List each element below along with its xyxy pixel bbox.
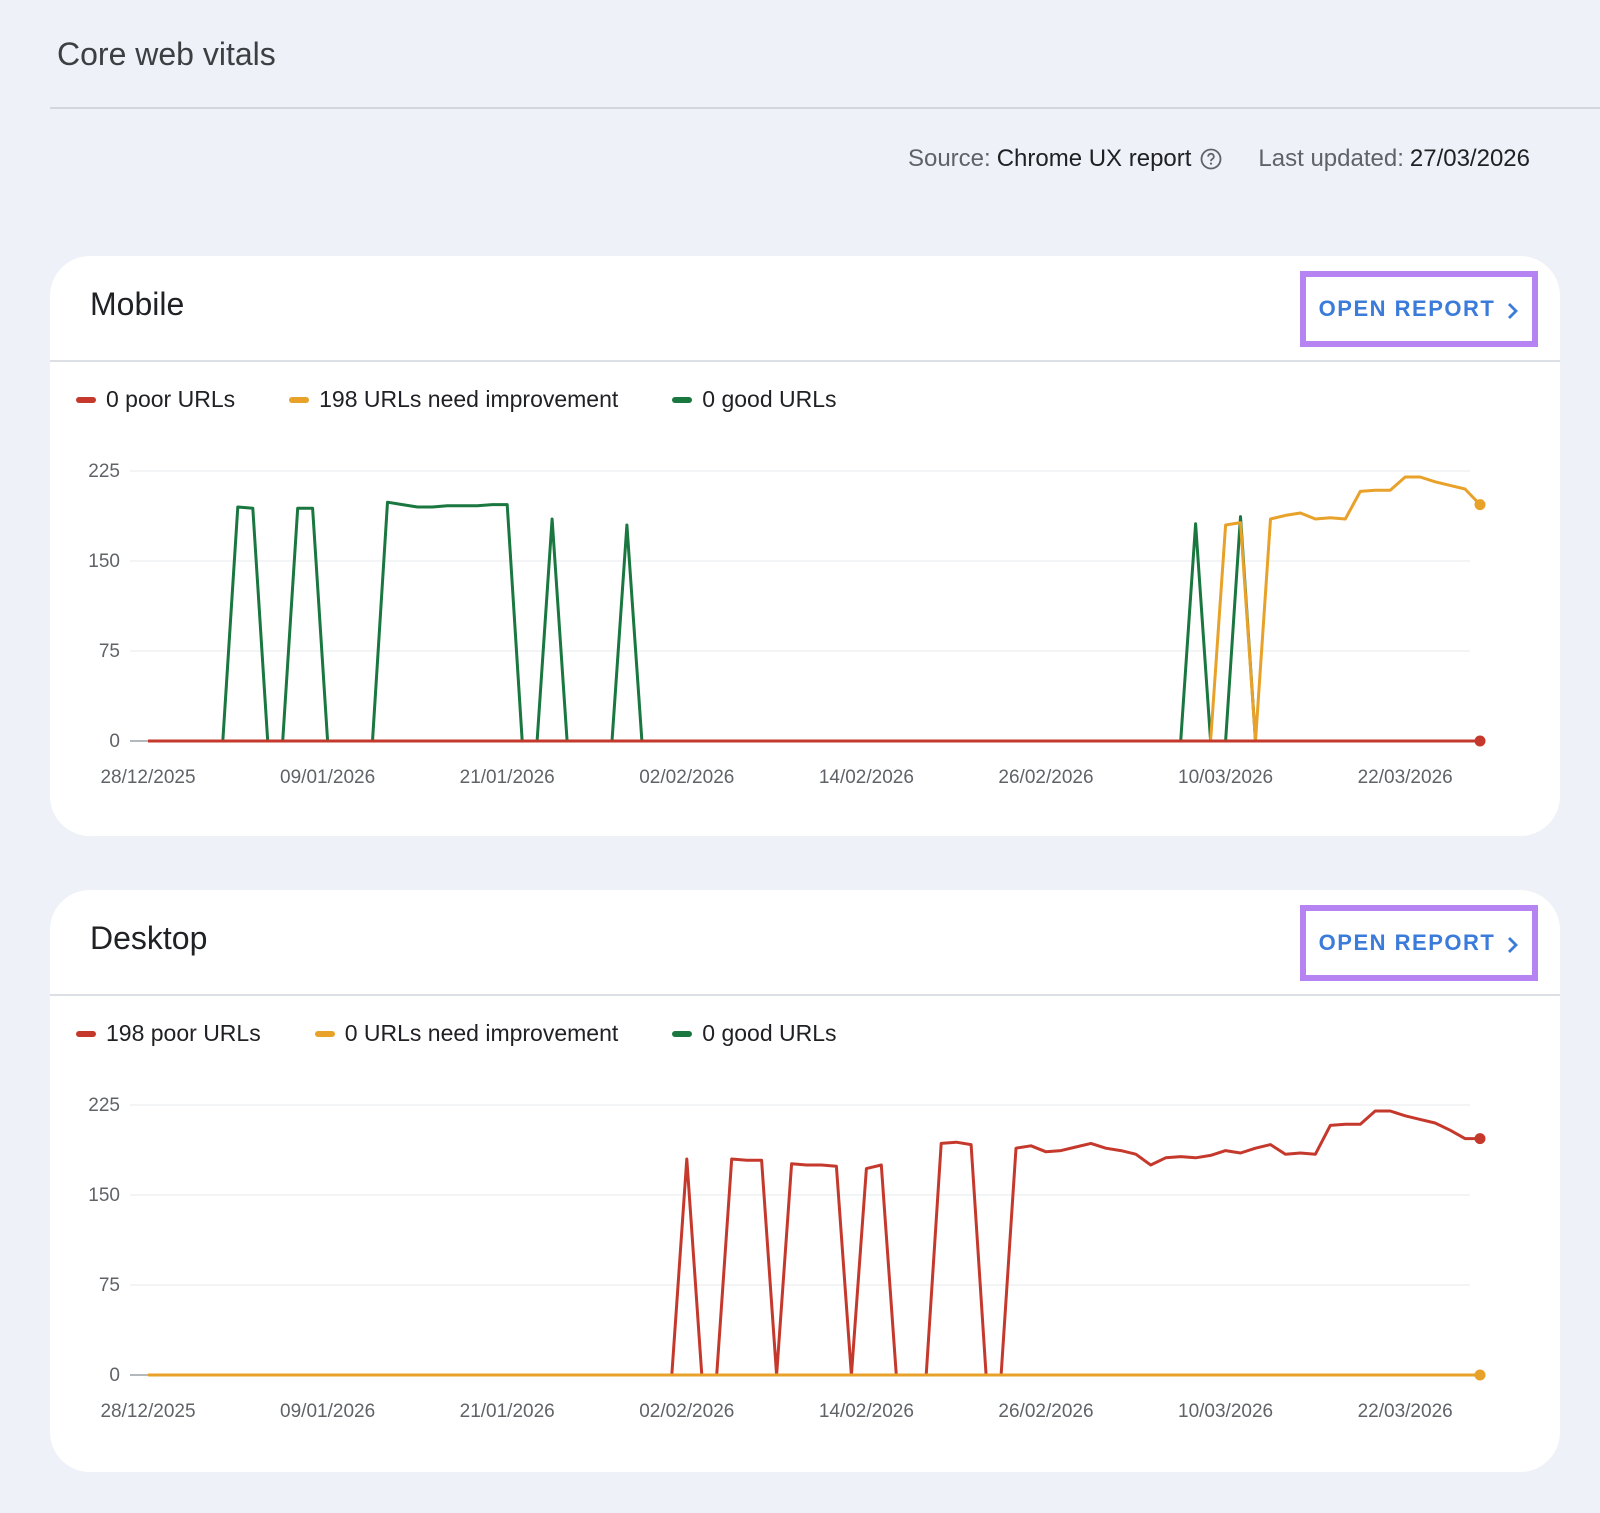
legend-label-poor: 198 poor URLs (106, 1020, 261, 1046)
series-end-point-poor (1474, 735, 1486, 747)
legend-swatch-good (672, 396, 693, 403)
open-report-label: OPEN REPORT (1318, 930, 1496, 955)
help-icon[interactable] (1200, 148, 1222, 170)
legend-item-poor[interactable]: 198 poor URLs (76, 1020, 261, 1047)
card-title-mobile: Mobile (90, 286, 185, 322)
open-report-button-desktop[interactable]: OPEN REPORT (1300, 905, 1538, 981)
y-tick-label: 225 (88, 1095, 120, 1116)
x-tick-label: 10/03/2026 (1178, 1401, 1273, 1422)
series-end-point-needs-improvement (1474, 499, 1486, 511)
x-tick-label: 26/02/2026 (998, 1401, 1093, 1422)
legend-mobile: 0 poor URLs 198 URLs need improvement 0 … (76, 386, 891, 413)
legend-label-good: 0 good URLs (702, 386, 837, 412)
y-tick-label: 0 (109, 731, 120, 752)
x-tick-label: 09/01/2026 (280, 1401, 375, 1422)
chevron-right-icon (1507, 300, 1519, 319)
desktop-chart: 0 75 150 225 28/12/2025 09/01/2026 21/01/2026 0… (88, 1095, 1486, 1422)
legend-label-needs-improvement: 198 URLs need improvement (319, 386, 619, 412)
x-tick-label: 22/03/2026 (1358, 1401, 1453, 1422)
card-divider (50, 994, 1560, 996)
legend-label-poor: 0 poor URLs (106, 386, 236, 412)
desktop-card: Desktop OPEN REPORT 198 poor URLs 0 URLs… (50, 890, 1560, 1472)
series-line-good (148, 500, 1480, 743)
series-line-needs-improvement (148, 475, 1482, 743)
x-tick-label: 21/01/2026 (460, 767, 555, 788)
x-tick-label: 21/01/2026 (460, 1401, 555, 1422)
chevron-right-icon (1507, 934, 1519, 953)
page-title: Core web vitals (57, 36, 276, 72)
x-tick-label: 28/12/2025 (100, 1401, 195, 1422)
updated-value: 27/03/2026 (1409, 145, 1530, 172)
x-tick-label: 02/02/2026 (639, 767, 734, 788)
mobile-chart: 0 75 150 225 28/12/2025 09/01/2026 21/01/2026 0… (88, 461, 1486, 788)
legend-item-good[interactable]: 0 good URLs (672, 1020, 837, 1047)
open-report-button-mobile[interactable]: OPEN REPORT (1300, 271, 1538, 347)
legend-item-needs-improvement[interactable]: 0 URLs need improvement (314, 1020, 619, 1047)
x-tick-label: 10/03/2026 (1178, 767, 1273, 788)
legend-item-poor[interactable]: 0 poor URLs (76, 386, 235, 413)
legend-item-good[interactable]: 0 good URLs (672, 386, 837, 413)
mobile-card: Mobile OPEN REPORT 0 poor URLs 198 URLs … (50, 256, 1560, 836)
legend-swatch-good (672, 1030, 693, 1037)
x-tick-label: 14/02/2026 (819, 767, 914, 788)
series-end-point-needs-improvement (1474, 1369, 1486, 1381)
x-tick-label: 14/02/2026 (819, 1401, 914, 1422)
y-tick-label: 75 (99, 641, 120, 662)
x-tick-label: 22/03/2026 (1358, 767, 1453, 788)
legend-item-needs-improvement[interactable]: 198 URLs need improvement (289, 386, 618, 413)
series-end-point-poor (1474, 1133, 1486, 1145)
card-title-desktop: Desktop (90, 920, 208, 956)
x-tick-label: 26/02/2026 (998, 767, 1093, 788)
legend-swatch-poor (76, 1030, 96, 1037)
source-value: Chrome UX report (996, 145, 1192, 172)
y-tick-label: 225 (88, 461, 120, 482)
y-tick-label: 150 (88, 1185, 120, 1206)
y-tick-label: 75 (99, 1275, 120, 1296)
legend-swatch-needs-improvement (314, 1030, 335, 1037)
title-divider (50, 107, 1600, 109)
updated-label: Last updated: (1258, 145, 1404, 172)
legend-label-good: 0 good URLs (702, 1020, 837, 1046)
open-report-label: OPEN REPORT (1318, 296, 1496, 321)
x-tick-label: 02/02/2026 (639, 1401, 734, 1422)
card-divider (50, 360, 1560, 362)
x-tick-label: 09/01/2026 (280, 767, 375, 788)
source-label: Source: (907, 145, 991, 172)
x-tick-label: 28/12/2025 (100, 767, 195, 788)
y-tick-label: 150 (88, 551, 120, 572)
legend-swatch-needs-improvement (289, 396, 310, 403)
legend-label-needs-improvement: 0 URLs need improvement (344, 1020, 619, 1046)
y-tick-label: 0 (109, 1365, 120, 1386)
report-meta: Source: Chrome UX report Last updated: 2… (908, 145, 1530, 173)
legend-desktop: 198 poor URLs 0 URLs need improvement 0 … (76, 1020, 891, 1047)
series-line-poor (148, 1109, 1480, 1377)
legend-swatch-poor (76, 396, 96, 403)
